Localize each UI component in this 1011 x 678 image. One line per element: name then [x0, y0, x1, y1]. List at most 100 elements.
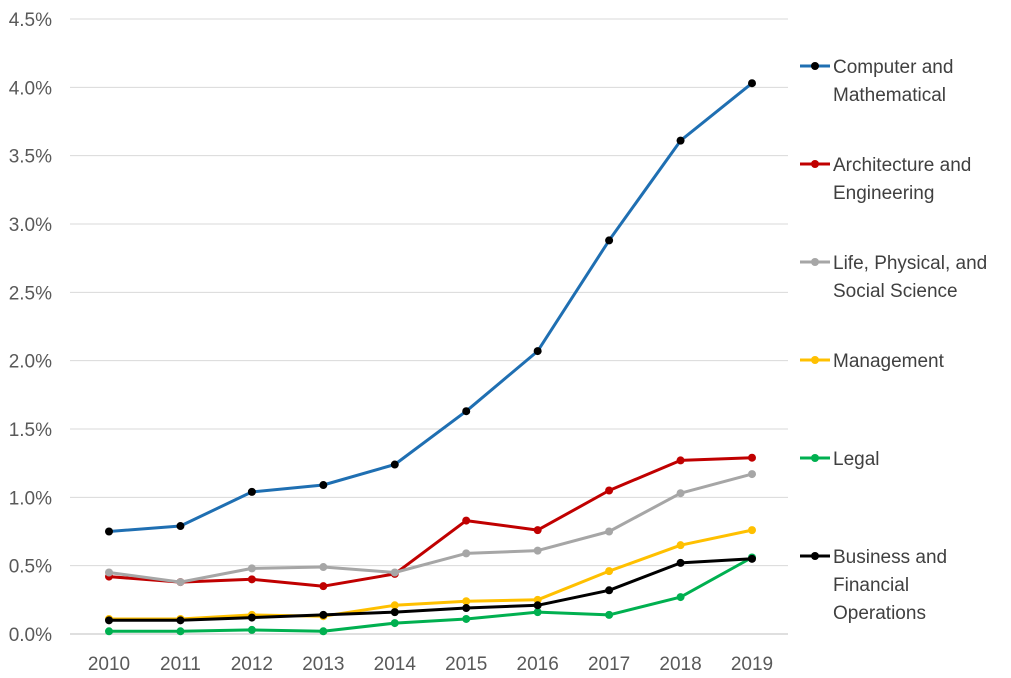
- data-point: [605, 586, 614, 595]
- x-tick-label: 2016: [517, 654, 559, 675]
- legend-item: Legal: [800, 449, 880, 470]
- legend-item: Computer and Mathematical: [800, 57, 953, 106]
- data-point: [247, 613, 256, 622]
- data-point: [390, 608, 399, 617]
- y-tick-label: 4.0%: [9, 78, 52, 99]
- legend-label: Architecture and Engineering: [833, 155, 971, 204]
- data-point: [462, 614, 471, 623]
- data-point: [676, 541, 685, 550]
- legend-swatch-marker: [811, 356, 819, 364]
- data-point: [533, 601, 542, 610]
- legend-label: Legal: [833, 449, 880, 470]
- data-point: [319, 627, 328, 636]
- data-point: [748, 453, 756, 462]
- data-point: [605, 567, 614, 576]
- data-point: [319, 481, 328, 490]
- data-point: [390, 460, 399, 469]
- series-line: [107, 556, 754, 633]
- data-point: [105, 627, 113, 636]
- legend-item: Architecture and Engineering: [800, 155, 971, 204]
- data-point: [247, 575, 256, 584]
- data-point: [390, 619, 399, 628]
- data-point: [676, 558, 685, 567]
- series-lines: [105, 79, 756, 636]
- y-axis-tick-labels: 0.0% 0.5% 1.0% 1.5% 2.0% 2.5% 3.0% 3.5% 4.0% 4.5%: [9, 10, 52, 646]
- data-point: [605, 236, 614, 245]
- series-computer-and-mathematical: [105, 79, 756, 536]
- data-point: [605, 610, 614, 619]
- data-point: [676, 489, 685, 498]
- legend-label: Computer and Mathematical: [833, 57, 953, 106]
- data-point: [676, 136, 685, 145]
- series-business-and-financial-operations: [105, 554, 756, 625]
- data-point: [748, 554, 756, 563]
- series-line: [107, 456, 754, 588]
- data-point: [247, 564, 256, 573]
- data-point: [176, 616, 185, 625]
- data-point: [462, 549, 471, 558]
- data-point: [748, 470, 756, 479]
- legend-swatch-marker: [811, 258, 819, 266]
- legend-label: Management: [833, 351, 945, 372]
- y-tick-label: 2.0%: [9, 352, 52, 373]
- x-tick-label: 2014: [374, 654, 417, 675]
- data-point: [319, 582, 328, 591]
- y-tick-label: 2.5%: [9, 283, 52, 304]
- series-management: [105, 526, 756, 623]
- data-point: [176, 578, 185, 587]
- y-tick-label: 1.5%: [9, 420, 52, 441]
- data-point: [390, 601, 399, 610]
- data-point: [533, 595, 542, 604]
- data-point: [605, 486, 614, 495]
- data-point: [462, 516, 471, 525]
- series-line: [107, 81, 754, 533]
- data-point: [533, 526, 542, 535]
- legend-item: Life, Physical, and Social Science: [800, 253, 987, 302]
- data-point: [176, 627, 185, 636]
- data-point: [247, 625, 256, 634]
- data-point: [105, 527, 113, 536]
- legend-label: Business and Financial Operations: [833, 547, 947, 624]
- series-line: [107, 557, 754, 622]
- y-tick-label: 1.0%: [9, 488, 52, 509]
- data-point: [105, 616, 113, 625]
- legend-label: Life, Physical, and Social Science: [833, 253, 987, 302]
- data-point: [748, 526, 756, 535]
- data-point: [676, 593, 685, 602]
- y-tick-label: 0.0%: [9, 625, 52, 646]
- data-point: [105, 568, 113, 577]
- data-point: [319, 563, 328, 572]
- data-point: [676, 456, 685, 465]
- legend-swatch-marker: [811, 454, 819, 462]
- series-line: [107, 472, 754, 584]
- data-point: [462, 407, 471, 416]
- gridlines: [70, 18, 788, 635]
- data-point: [533, 546, 542, 555]
- x-tick-label: 2012: [231, 654, 273, 675]
- data-point: [319, 610, 328, 619]
- x-tick-label: 2011: [160, 654, 201, 675]
- data-point: [390, 568, 399, 577]
- y-tick-label: 0.5%: [9, 557, 52, 578]
- data-point: [247, 487, 256, 496]
- legend-item: Business and Financial Operations: [800, 547, 947, 624]
- series-line: [107, 528, 754, 621]
- series-life-physical-and-social-science: [105, 470, 756, 587]
- x-tick-label: 2018: [659, 654, 701, 675]
- x-tick-label: 2019: [731, 654, 773, 675]
- y-tick-label: 4.5%: [9, 10, 52, 31]
- data-point: [462, 604, 471, 613]
- legend: Computer and Mathematical Architecture and…: [800, 57, 987, 624]
- data-point: [533, 347, 542, 356]
- x-tick-label: 2013: [302, 654, 344, 675]
- x-tick-label: 2010: [88, 654, 130, 675]
- x-tick-label: 2015: [445, 654, 487, 675]
- data-point: [462, 597, 471, 606]
- legend-swatch-marker: [811, 552, 819, 560]
- data-point: [748, 79, 756, 88]
- y-tick-label: 3.0%: [9, 215, 52, 236]
- legend-item: Management: [800, 351, 945, 372]
- data-point: [605, 527, 614, 536]
- y-tick-label: 3.5%: [9, 147, 52, 168]
